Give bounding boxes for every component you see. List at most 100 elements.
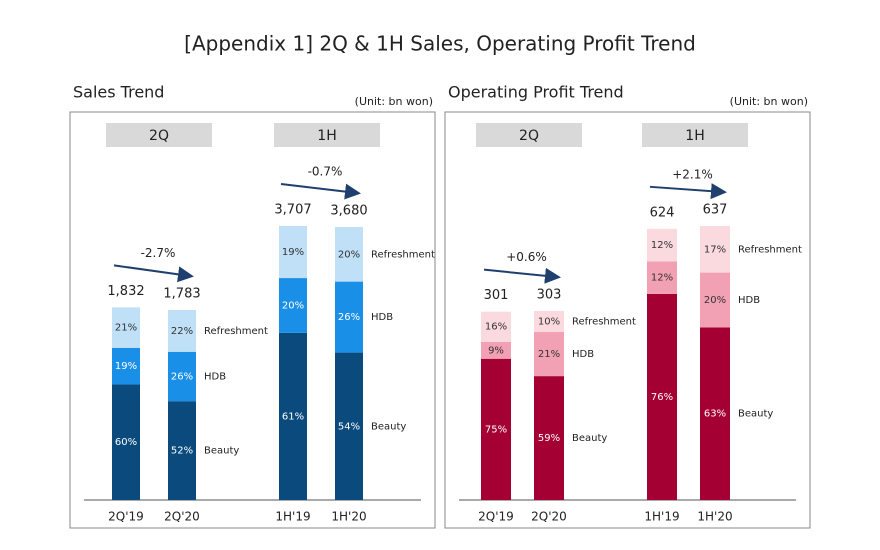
chart-title: Operating Profit Trend xyxy=(448,83,624,102)
bar-segment xyxy=(700,327,730,500)
segment-label: 21% xyxy=(115,323,137,334)
legend-label: Refreshment xyxy=(572,317,636,328)
bar-segment xyxy=(279,226,307,279)
total-label: 637 xyxy=(703,203,728,218)
chart-title: Sales Trend xyxy=(73,83,164,102)
x-tick-label: 2Q'20 xyxy=(164,510,200,524)
bar-segment xyxy=(335,281,363,353)
bar-segment xyxy=(168,401,196,500)
x-tick-label: 2Q'19 xyxy=(108,510,144,524)
bar-segment xyxy=(279,278,307,333)
legend-label: Refreshment xyxy=(204,326,268,337)
segment-label: 19% xyxy=(282,247,304,258)
bar-segment xyxy=(335,352,363,500)
legend-label: Refreshment xyxy=(738,244,802,255)
segment-label: 12% xyxy=(651,240,673,251)
segment-label: 63% xyxy=(704,409,726,420)
group-label: 1H xyxy=(685,128,704,144)
segment-label: 16% xyxy=(485,322,507,333)
bar-segment xyxy=(647,261,677,294)
bar-segment xyxy=(647,228,677,262)
x-tick-label: 1H'19 xyxy=(275,510,310,524)
bar-segment xyxy=(481,311,511,342)
group-header xyxy=(476,123,582,147)
segment-label: 20% xyxy=(282,300,304,311)
legend-label: HDB xyxy=(738,295,760,306)
change-label: +2.1% xyxy=(672,167,713,181)
change-arrow xyxy=(483,267,561,284)
bar-segment xyxy=(168,351,196,402)
total-label: 3,680 xyxy=(330,203,367,218)
x-tick-label: 1H'19 xyxy=(644,510,679,524)
bar-segment xyxy=(534,376,564,500)
segment-label: 12% xyxy=(651,273,673,284)
group-header xyxy=(106,123,212,147)
total-label: 1,783 xyxy=(163,286,200,301)
segment-label: 76% xyxy=(651,392,673,403)
bar-segment xyxy=(279,332,307,500)
unit-note: (Unit: bn won) xyxy=(730,95,808,108)
group-label: 2Q xyxy=(149,128,169,144)
legend-label: HDB xyxy=(204,371,226,382)
segment-label: 10% xyxy=(538,317,560,328)
group-header xyxy=(642,123,748,147)
panel-frame xyxy=(444,111,811,529)
bar-segment xyxy=(481,358,511,500)
bar-segment xyxy=(534,311,564,333)
segment-label: 52% xyxy=(171,446,193,457)
bar-segment xyxy=(112,384,140,500)
change-label: +0.6% xyxy=(506,250,547,264)
segment-label: 20% xyxy=(338,249,360,260)
x-tick-label: 2Q'20 xyxy=(531,510,567,524)
change-arrow xyxy=(649,183,727,200)
group-header xyxy=(274,123,380,147)
bar-segment xyxy=(168,309,196,352)
bar-segment xyxy=(112,347,140,385)
total-label: 301 xyxy=(484,288,509,303)
segment-label: 26% xyxy=(338,312,360,323)
segment-label: 20% xyxy=(704,295,726,306)
group-label: 2Q xyxy=(519,128,539,144)
legend-label: Refreshment xyxy=(371,249,435,260)
bar-segment xyxy=(534,332,564,377)
x-tick-label: 2Q'19 xyxy=(478,510,514,524)
bar-segment xyxy=(481,341,511,359)
segment-label: 59% xyxy=(538,433,560,444)
segment-label: 22% xyxy=(171,326,193,337)
total-label: 624 xyxy=(650,205,675,220)
bar-segment xyxy=(647,293,677,500)
segment-label: 54% xyxy=(338,421,360,432)
segment-label: 61% xyxy=(282,411,304,422)
change-label: -0.7% xyxy=(308,165,343,179)
change-arrow xyxy=(280,183,361,200)
legend-label: Beauty xyxy=(572,433,607,444)
bar-segment xyxy=(700,272,730,328)
change-arrow xyxy=(113,264,194,283)
segment-label: 17% xyxy=(704,244,726,255)
unit-note: (Unit: bn won) xyxy=(355,95,433,108)
bar-segment xyxy=(112,307,140,348)
total-label: 1,832 xyxy=(107,284,144,299)
segment-label: 19% xyxy=(115,361,137,372)
bar-segment xyxy=(700,226,730,273)
panel-frame xyxy=(69,111,436,529)
legend-label: HDB xyxy=(371,312,393,323)
legend-label: Beauty xyxy=(738,409,773,420)
legend-label: Beauty xyxy=(204,446,239,457)
x-tick-label: 1H'20 xyxy=(331,510,366,524)
legend-label: Beauty xyxy=(371,421,406,432)
total-label: 303 xyxy=(537,288,562,303)
total-label: 3,707 xyxy=(274,203,311,218)
bar-segment xyxy=(335,226,363,282)
x-tick-label: 1H'20 xyxy=(697,510,732,524)
segment-label: 9% xyxy=(488,345,504,356)
segment-label: 26% xyxy=(171,371,193,382)
segment-label: 75% xyxy=(485,424,507,435)
change-label: -2.7% xyxy=(141,246,176,260)
page-title: [Appendix 1] 2Q & 1H Sales, Operating Pr… xyxy=(184,32,696,56)
segment-label: 60% xyxy=(115,437,137,448)
group-label: 1H xyxy=(317,128,336,144)
segment-label: 21% xyxy=(538,349,560,360)
